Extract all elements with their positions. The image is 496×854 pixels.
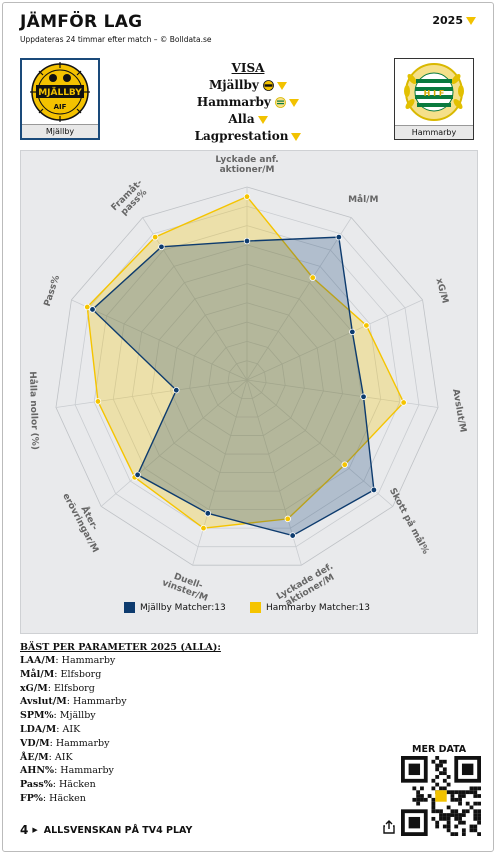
visa-heading: VISA — [231, 61, 265, 75]
legend-swatch — [250, 602, 261, 613]
best-value: Häcken — [59, 779, 96, 791]
best-key: Avslut/M — [20, 696, 67, 708]
best-value: Häcken — [49, 792, 86, 804]
best-value: AIK — [62, 723, 81, 735]
svg-text:AIF: AIF — [54, 103, 67, 111]
filter-label: Alla — [228, 112, 255, 126]
best-row: LAA/M: Hammarby — [20, 655, 116, 666]
share-icon[interactable] — [382, 820, 396, 834]
legend-label: Mjällby Matcher:13 — [140, 602, 226, 613]
best-key: LDA/M — [20, 723, 57, 735]
footer-text: ALLSVENSKAN PÅ TV4 PLAY — [43, 824, 193, 836]
best-key: SPM% — [20, 710, 54, 722]
hammarby-small-logo-icon — [275, 97, 286, 108]
mjallby-logo-icon: MJÄLLBY AIF — [30, 62, 90, 122]
team-right-logo-card[interactable]: H I F Hammarby — [394, 58, 474, 140]
best-row: VD/M: Hammarby — [20, 737, 110, 749]
mode-label: Lagprestation — [194, 129, 289, 143]
best-row: Mål/M: Elfsborg — [20, 668, 102, 680]
best-key: FP% — [20, 792, 43, 804]
best-row: Pass%: Häcken — [20, 779, 96, 791]
best-heading: BÄST PER PARAMETER 2025 (ALLA): — [20, 642, 221, 653]
legend-item-hammarby: Hammarby Matcher:13 — [250, 602, 370, 613]
page-title: JÄMFÖR LAG — [20, 12, 143, 32]
radar-chart-panel — [20, 150, 478, 634]
hammarby-logo-icon: H I F — [404, 63, 464, 121]
mode-selector[interactable]: Lagprestation — [150, 128, 346, 145]
best-value: Hammarby — [60, 765, 114, 777]
best-key: Pass% — [20, 779, 53, 791]
team1-selector[interactable]: Mjällby — [150, 77, 346, 94]
page-subtitle: Uppdateras 24 timmar efter match – © Bol… — [20, 35, 212, 44]
mjallby-small-logo-icon — [263, 80, 274, 91]
legend-label: Hammarby Matcher:13 — [266, 602, 370, 613]
best-key: ÅE/M — [20, 751, 49, 763]
best-value: Hammarby — [72, 696, 127, 708]
visa-menu: VISA Mjällby Hammarby Alla Lagprestation — [150, 60, 346, 145]
best-key: LAA/M — [20, 655, 56, 666]
year-value: 2025 — [432, 14, 463, 27]
dropdown-arrow-icon — [466, 17, 476, 25]
legend-swatch — [124, 602, 135, 613]
best-value: Hammarby — [55, 737, 110, 749]
team-left-label: Mjällby — [22, 124, 98, 138]
team-right-label: Hammarby — [395, 125, 473, 139]
best-row: FP%: Häcken — [20, 792, 86, 804]
best-value: Elfsborg — [54, 682, 95, 694]
filter-selector[interactable]: Alla — [150, 111, 346, 128]
best-row: AHN%: Hammarby — [20, 765, 114, 777]
best-key: Mål/M — [20, 668, 55, 680]
team-left-logo-card[interactable]: MJÄLLBY AIF Mjällby — [20, 58, 100, 140]
team1-label: Mjällby — [208, 78, 259, 92]
play-icon: ▶ — [32, 826, 38, 834]
svg-text:MJÄLLBY: MJÄLLBY — [38, 87, 82, 98]
dropdown-arrow-icon — [257, 115, 268, 124]
best-value: AIK — [54, 751, 73, 763]
dropdown-arrow-icon — [291, 132, 302, 141]
legend-item-mjallby: Mjällby Matcher:13 — [124, 602, 226, 613]
best-value: Elfsborg — [60, 668, 102, 680]
year-selector[interactable]: 2025 — [432, 14, 476, 27]
dropdown-arrow-icon — [289, 98, 300, 107]
best-value: Hammarby — [61, 655, 116, 666]
best-per-parameter: BÄST PER PARAMETER 2025 (ALLA): LAA/M: H… — [20, 642, 221, 806]
best-row: xG/M: Elfsborg — [20, 682, 95, 694]
dropdown-arrow-icon — [277, 81, 288, 90]
best-key: AHN% — [20, 765, 55, 777]
best-key: xG/M — [20, 682, 48, 694]
best-row: SPM%: Mjällby — [20, 710, 96, 722]
best-value: Mjällby — [59, 710, 96, 722]
tv4-logo: 4 — [20, 823, 29, 837]
svg-text:H I F: H I F — [424, 89, 445, 98]
footer-banner[interactable]: 4 ▶ ALLSVENSKAN PÅ TV4 PLAY — [20, 823, 192, 837]
qr-code-icon[interactable] — [401, 756, 481, 836]
best-row: Avslut/M: Hammarby — [20, 696, 127, 708]
best-row: ÅE/M: AIK — [20, 751, 73, 763]
more-data-label: MER DATA — [412, 744, 467, 755]
best-key: VD/M — [20, 737, 50, 749]
team2-selector[interactable]: Hammarby — [150, 94, 346, 111]
best-row: LDA/M: AIK — [20, 723, 81, 735]
team2-label: Hammarby — [196, 95, 271, 109]
